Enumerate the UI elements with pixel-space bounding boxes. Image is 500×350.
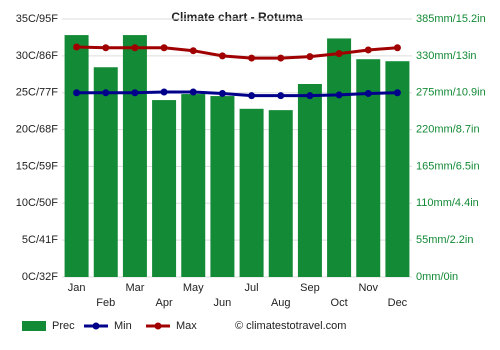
marker [73,43,81,51]
marker [248,92,256,100]
y-tick-label: 35C/95F [16,13,58,25]
marker [102,44,110,52]
line [76,90,398,98]
line [76,45,398,60]
y-tick-label: 15C/59F [16,160,58,172]
y-tick-label: 25C/77F [16,87,58,99]
x-tick-label: May [183,282,204,294]
legend-label: Max [176,320,197,332]
x-tick-label: Jan [68,282,86,294]
marker [335,91,343,99]
marker [393,44,401,52]
legend-label: Min [114,320,132,332]
marker [364,89,372,97]
bar [210,96,235,277]
x-tick-label: Jun [214,297,232,309]
marker [218,52,226,60]
marker [218,89,226,97]
legend-label: Prec [52,320,75,332]
bar [297,84,322,277]
x-tick-label: Oct [331,297,348,309]
bar [93,67,118,277]
y2-tick-label: 110mm/4.4in [416,197,479,209]
marker [131,44,139,52]
bar [64,35,89,278]
y-tick-label: 5C/41F [22,234,58,246]
marker [306,92,314,100]
y2-tick-label: 55mm/2.2in [416,234,473,246]
marker [393,89,401,97]
marker [335,50,343,58]
marker [277,92,285,100]
x-tick-label: Jul [245,282,259,294]
x-tick-label: Apr [156,297,173,309]
y2-tick-label: 165mm/6.5in [416,160,480,172]
y-tick-label: 10C/50F [16,197,58,209]
marker [306,53,314,61]
x-tick-label: Aug [271,297,291,309]
x-tick-label: Sep [300,282,320,294]
marker [364,46,372,54]
marker [160,88,168,96]
bar [122,35,147,278]
y2-tick-label: 385mm/15.2in [416,13,486,25]
bar [239,108,264,278]
y2-tick-label: 330mm/13in [416,50,477,62]
chart-title: Climate chart - Rotuma [171,10,303,24]
marker [189,47,197,55]
watermark: © climatestotravel.com [235,320,346,332]
bar [181,94,206,278]
bar [152,100,177,277]
x-tick-label: Feb [96,297,115,309]
marker [73,89,81,97]
x-tick-label: Dec [388,297,408,309]
legend-swatch [154,322,162,330]
x-tick-label: Mar [125,282,144,294]
marker [131,89,139,97]
y-tick-label: 0C/32F [22,271,58,283]
marker [102,89,110,97]
marker [189,88,197,96]
y2-tick-label: 220mm/8.7in [416,123,480,135]
bar [268,110,293,277]
marker [160,44,168,52]
y2-tick-label: 0mm/0in [416,271,458,283]
marker [277,54,285,62]
bar [385,61,410,277]
y2-tick-label: 275mm/10.9in [416,87,486,99]
legend-swatch [92,322,100,330]
bar [327,38,352,278]
marker [248,54,256,62]
legend-swatch [22,321,46,331]
y-tick-label: 20C/68F [16,123,58,135]
y-tick-label: 30C/86F [16,50,58,62]
x-tick-label: Nov [358,282,378,294]
